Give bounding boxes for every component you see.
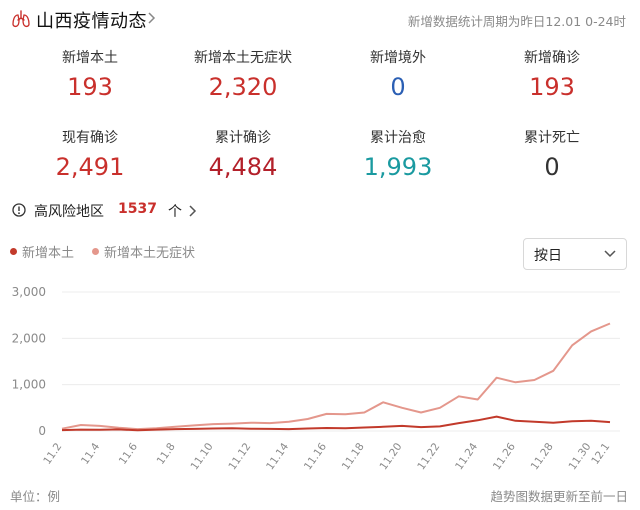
x-tick-label: 11.28: [529, 441, 556, 473]
y-tick-label: 0: [38, 424, 46, 438]
select-value: 按日: [534, 248, 562, 264]
x-tick-label: 11.2: [41, 441, 64, 467]
chevron-down-icon: [604, 250, 616, 258]
risk-unit: 个: [168, 204, 182, 220]
stat-value: 193: [529, 73, 575, 101]
chevron-right-icon[interactable]: [146, 11, 158, 25]
stat-label: 新增确诊: [524, 50, 580, 66]
x-tick-label: 11.16: [302, 441, 329, 473]
stat-new-asymptomatic: 新增本土无症状 2,320: [163, 48, 323, 104]
stat-label: 累计治愈: [370, 130, 426, 146]
x-tick-label: 11.6: [117, 441, 140, 467]
x-tick-label: 11.14: [264, 441, 291, 473]
stat-value: 2,491: [55, 153, 125, 181]
stats-period: 新增数据统计周期为昨日12.01 0-24时: [407, 14, 626, 29]
stat-label: 新增境外: [370, 50, 426, 66]
warning-icon: [12, 203, 26, 217]
stat-value: 2,320: [208, 73, 278, 101]
lungs-icon: [12, 10, 30, 28]
update-note: 趋势图数据更新至前一日: [490, 489, 628, 504]
stat-value: 0: [544, 153, 560, 181]
stat-new-imported: 新增境外 0: [318, 48, 478, 104]
stat-current-confirmed: 现有确诊 2,491: [10, 128, 170, 184]
y-tick-label: 1,000: [12, 378, 46, 392]
y-tick-label: 2,000: [12, 331, 46, 345]
stat-label: 新增本土: [62, 50, 118, 66]
page-title[interactable]: 山西疫情动态: [36, 11, 147, 32]
stat-total-confirmed: 累计确诊 4,484: [163, 128, 323, 184]
trend-chart: 0 1,000 2,000 3,000 11.2 11.4 11.6 11.8 11.10 11.…: [12, 285, 620, 473]
x-tick-label: 11.10: [189, 441, 216, 473]
stat-label: 新增本土无症状: [194, 50, 292, 66]
x-tick-label: 11.4: [79, 441, 102, 467]
high-risk-areas-link[interactable]: 高风险地区 1537 个: [12, 200, 212, 222]
legend-dot: [92, 248, 99, 255]
stat-total-recovered: 累计治愈 1,993: [318, 128, 478, 184]
x-tick-label: 11.18: [340, 441, 367, 473]
stat-value: 4,484: [208, 153, 278, 181]
risk-count: 1537: [118, 201, 157, 217]
stat-total-deaths: 累计死亡 0: [472, 128, 632, 184]
legend-label: 新增本土: [22, 246, 75, 261]
stat-new-confirmed: 新增确诊 193: [472, 48, 632, 104]
stat-label: 累计确诊: [215, 130, 271, 146]
stat-label: 现有确诊: [62, 130, 118, 146]
stat-new-local: 新增本土 193: [10, 48, 170, 104]
x-tick-label: 11.22: [415, 441, 442, 473]
legend-label: 新增本土无症状: [104, 246, 196, 261]
unit-label: 单位：例: [10, 489, 61, 504]
stat-label: 累计死亡: [524, 130, 580, 146]
period-select[interactable]: 按日: [523, 238, 627, 270]
risk-label: 高风险地区: [34, 204, 104, 220]
header: 山西疫情动态 新增数据统计周期为昨日12.01 0-24时: [0, 0, 640, 38]
legend-dot: [10, 248, 17, 255]
x-tick-label: 11.30: [566, 441, 593, 473]
x-tick-label: 11.20: [378, 441, 405, 473]
x-tick-label: 12.1: [589, 441, 612, 467]
x-tick-label: 11.12: [226, 441, 253, 473]
y-tick-label: 3,000: [12, 285, 46, 299]
stat-value: 1,993: [363, 153, 433, 181]
x-tick-label: 11.24: [453, 441, 480, 473]
series-line-local: [61, 415, 611, 432]
x-tick-label: 11.26: [491, 441, 518, 473]
chevron-right-icon: [189, 205, 197, 217]
x-tick-label: 11.8: [155, 441, 178, 467]
series-line-asymptomatic: [61, 322, 611, 431]
stat-value: 193: [67, 73, 113, 101]
stat-value: 0: [390, 73, 406, 101]
